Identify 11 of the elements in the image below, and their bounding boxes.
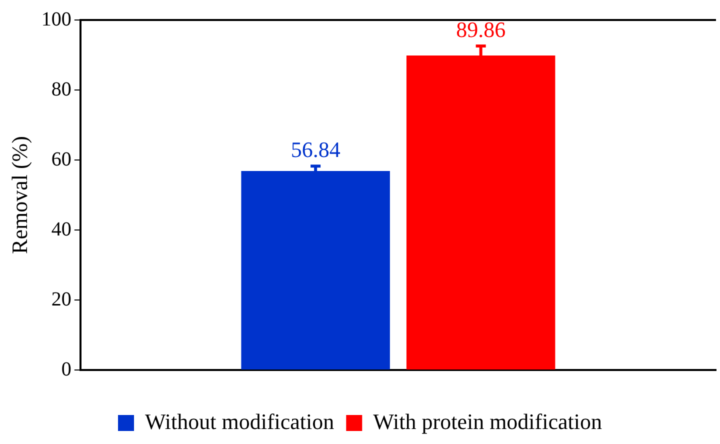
data-label: 56.84 <box>290 136 340 162</box>
y-axis-title: Removal (%) <box>6 136 32 254</box>
y-tick-label: 20 <box>51 288 72 310</box>
legend-label: Without modification <box>145 408 334 434</box>
y-tick-label: 80 <box>51 78 72 100</box>
legend-label: With protein modification <box>373 408 602 434</box>
data-label: 89.86 <box>456 16 506 42</box>
y-tick-label: 40 <box>51 218 72 240</box>
y-tick-label: 0 <box>61 358 72 380</box>
y-tick-label: 100 <box>41 8 72 30</box>
y-tick-label: 60 <box>51 148 72 170</box>
